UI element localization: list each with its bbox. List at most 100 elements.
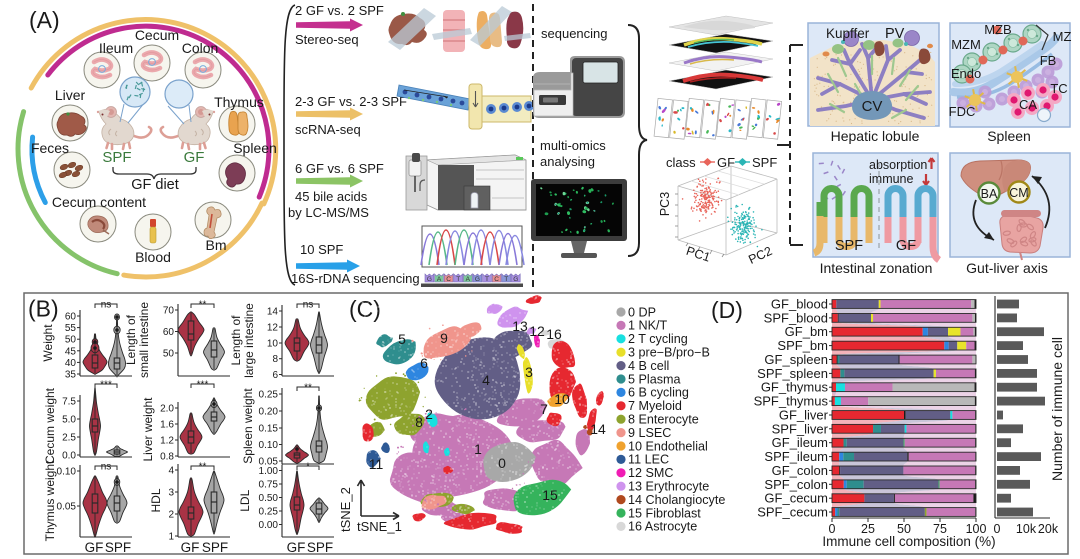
svg-text:GF: GF [896, 238, 916, 254]
svg-text:SPF_colon: SPF_colon [764, 477, 828, 492]
svg-text:10k: 10k [1016, 522, 1037, 536]
svg-text:HDL: HDL [149, 488, 163, 512]
svg-text:7.5: 7.5 [62, 397, 76, 408]
svg-text:2: 2 [425, 406, 433, 422]
svg-text:50: 50 [897, 522, 911, 536]
svg-text:6: 6 [420, 355, 428, 371]
svg-text:7: 7 [540, 401, 548, 417]
svg-text:Weight: Weight [41, 324, 55, 362]
svg-text:Cecum content: Cecum content [52, 194, 146, 210]
svg-text:Cecum: Cecum [135, 27, 179, 43]
svg-text:0.00: 0.00 [259, 520, 279, 531]
svg-text:scRNA-seq: scRNA-seq [295, 122, 361, 137]
svg-text:**: ** [199, 462, 207, 473]
svg-text:8: 8 [415, 414, 423, 430]
svg-text:1.6: 1.6 [160, 420, 174, 431]
svg-text:14: 14 [267, 307, 279, 318]
svg-text:immune: immune [869, 172, 914, 186]
svg-text:(B): (B) [28, 296, 59, 322]
svg-text:7 Myeloid: 7 Myeloid [628, 399, 682, 413]
svg-text:GF_blood: GF_blood [771, 297, 828, 312]
svg-text:3 pre−B/pro−B: 3 pre−B/pro−B [628, 346, 710, 360]
svg-text:50: 50 [163, 349, 175, 360]
svg-text:10 SPF: 10 SPF [300, 242, 343, 257]
svg-text:14 Cholangiocyte: 14 Cholangiocyte [628, 493, 725, 507]
svg-text:6 B cycling: 6 B cycling [628, 386, 689, 400]
svg-text:0 DP: 0 DP [628, 305, 656, 319]
svg-text:ns: ns [303, 300, 314, 311]
svg-text:Spleen: Spleen [233, 140, 277, 156]
svg-text:3: 3 [525, 364, 533, 380]
svg-text:0.75: 0.75 [259, 480, 279, 491]
svg-text:25: 25 [861, 522, 875, 536]
svg-text:**: ** [199, 300, 207, 311]
svg-text:C: C [446, 276, 451, 283]
svg-text:SPF_spleen: SPF_spleen [757, 366, 828, 381]
svg-text:16S-rDNA sequencing: 16S-rDNA sequencing [291, 271, 420, 286]
svg-text:5: 5 [398, 331, 406, 347]
svg-text:SPF: SPF [307, 540, 333, 555]
svg-text:35: 35 [65, 370, 77, 381]
svg-text:(C): (C) [349, 296, 381, 322]
svg-text:15 Fibroblast: 15 Fibroblast [628, 506, 701, 520]
svg-text:45: 45 [65, 346, 77, 357]
svg-text:0.0: 0.0 [62, 451, 76, 462]
svg-text:tSNE_2: tSNE_2 [338, 487, 353, 532]
svg-text:60: 60 [163, 327, 175, 338]
svg-text:14: 14 [590, 421, 606, 437]
svg-text:Feces: Feces [31, 140, 69, 156]
svg-text:8: 8 [272, 354, 278, 365]
svg-text:BA: BA [981, 187, 998, 201]
svg-text:FDC: FDC [949, 104, 976, 119]
svg-text:by LC-MS/MS: by LC-MS/MS [288, 205, 369, 220]
svg-text:multi-omics: multi-omics [540, 138, 606, 153]
svg-text:55: 55 [65, 323, 77, 334]
svg-text:ns: ns [101, 300, 112, 311]
svg-text:G: G [427, 276, 432, 283]
svg-text:13: 13 [512, 318, 528, 334]
svg-text:Thymus weight: Thymus weight [43, 460, 57, 541]
svg-text:T: T [485, 276, 489, 283]
svg-text:0: 0 [829, 522, 836, 536]
svg-text:Gut-liver axis: Gut-liver axis [966, 260, 1048, 276]
svg-text:0: 0 [498, 455, 506, 471]
svg-text:MZB: MZB [984, 22, 1011, 37]
svg-text:16 Astrocyte: 16 Astrocyte [628, 520, 697, 534]
svg-text:SPF: SPF [752, 155, 777, 170]
svg-text:Bm: Bm [206, 237, 227, 253]
svg-text:ns: ns [101, 462, 112, 473]
svg-text:SPF: SPF [102, 149, 131, 166]
svg-text:16: 16 [546, 326, 562, 342]
svg-text:2 GF vs. 2 SPF: 2 GF vs. 2 SPF [295, 3, 384, 18]
svg-text:0.25: 0.25 [259, 507, 279, 518]
svg-text:SPF_cecum: SPF_cecum [757, 505, 828, 520]
svg-text:0.15: 0.15 [259, 424, 279, 435]
svg-text:1.2: 1.2 [160, 436, 174, 447]
svg-text:***: *** [100, 380, 112, 391]
svg-text:*: * [306, 462, 310, 473]
svg-text:3: 3 [168, 488, 174, 499]
svg-text:Kupffer: Kupffer [826, 26, 870, 41]
svg-text:SPF_thymus: SPF_thymus [754, 394, 829, 409]
svg-text:1: 1 [168, 532, 174, 543]
svg-text:0.10: 0.10 [57, 467, 77, 478]
svg-text:Liver weight: Liver weight [141, 397, 155, 462]
svg-text:FB: FB [1040, 53, 1057, 68]
svg-text:5 Plasma: 5 Plasma [628, 372, 681, 386]
svg-text:Length of: Length of [124, 314, 138, 365]
svg-text:class: class [666, 155, 696, 170]
svg-text:10: 10 [267, 339, 279, 350]
svg-text:10: 10 [554, 391, 570, 407]
svg-text:PC3: PC3 [658, 192, 672, 216]
svg-text:Cecum weight: Cecum weight [43, 387, 57, 464]
svg-text:2: 2 [168, 510, 174, 521]
svg-text:10 Endothelial: 10 Endothelial [628, 439, 708, 453]
svg-text:GF: GF [181, 540, 200, 555]
svg-text:0.05: 0.05 [259, 457, 279, 468]
svg-text:TC: TC [1050, 81, 1067, 96]
svg-text:Intestinal zonation: Intestinal zonation [820, 260, 933, 276]
svg-text:SPF: SPF [202, 540, 228, 555]
svg-text:small intestine: small intestine [137, 302, 151, 378]
svg-text:T: T [504, 276, 508, 283]
svg-text:CV: CV [862, 98, 883, 115]
